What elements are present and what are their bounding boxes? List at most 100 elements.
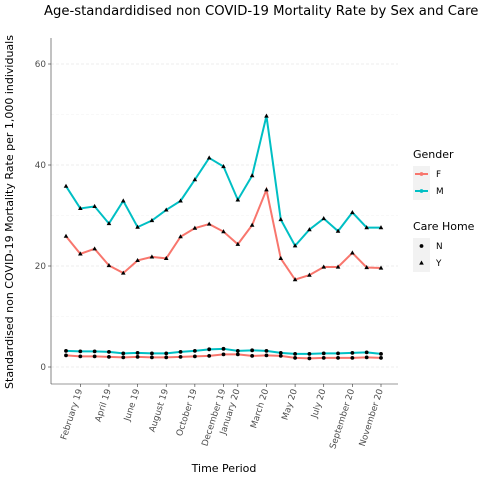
x-tick-label: September 20 — [328, 387, 357, 450]
legend: Gender FM Care Home NY — [413, 148, 475, 272]
data-point — [192, 225, 198, 230]
x-tick-label: October 19 — [175, 388, 200, 438]
data-point — [379, 351, 383, 356]
x-tick-label: April 19 — [94, 388, 114, 424]
data-point — [192, 348, 197, 353]
data-point — [264, 187, 269, 192]
data-point — [321, 356, 326, 360]
data-point — [163, 207, 169, 212]
data-point — [293, 356, 297, 360]
data-point — [350, 209, 355, 215]
data-point — [64, 348, 68, 353]
data-point — [221, 352, 226, 357]
data-point — [307, 351, 312, 356]
data-point — [107, 349, 111, 354]
data-point — [192, 177, 198, 182]
data-point — [307, 227, 312, 232]
legend-key-point — [419, 260, 424, 265]
series-F-N — [64, 352, 383, 361]
series-layer — [63, 113, 384, 361]
data-point — [78, 354, 83, 359]
data-point — [278, 255, 284, 261]
data-point — [278, 350, 283, 355]
data-point — [292, 243, 298, 248]
data-point — [293, 351, 297, 356]
data-point — [321, 216, 327, 221]
y-axis-label: Standardised non COVID-19 Mortality Rate… — [3, 35, 16, 389]
y-tick-label: 60 — [35, 60, 47, 70]
data-point — [292, 277, 298, 282]
data-point — [78, 349, 83, 354]
data-point — [106, 262, 112, 268]
data-point — [92, 246, 97, 251]
data-point — [178, 355, 183, 359]
x-tick-label: May 20 — [280, 387, 300, 421]
data-point — [235, 352, 240, 357]
data-point — [149, 254, 155, 259]
data-point — [64, 353, 68, 358]
data-point — [235, 197, 241, 202]
y-ticks: 0 20 40 60 — [35, 60, 51, 373]
data-point — [206, 221, 212, 226]
data-point — [321, 264, 327, 269]
x-tick-label: February 19 — [59, 388, 85, 441]
data-point — [249, 173, 255, 178]
data-point — [135, 350, 140, 355]
data-point — [121, 355, 126, 360]
data-point — [178, 198, 183, 203]
data-point — [249, 222, 255, 227]
data-point — [350, 250, 355, 255]
legend-key-point — [419, 172, 424, 176]
data-point — [350, 350, 355, 355]
data-point — [364, 265, 369, 270]
data-point — [63, 183, 69, 188]
data-point — [178, 234, 183, 239]
x-tick-label: November 20 — [358, 387, 386, 447]
data-point — [135, 224, 140, 229]
data-point — [264, 113, 269, 118]
data-point — [364, 355, 369, 360]
data-point — [378, 265, 384, 270]
data-point — [221, 229, 226, 234]
data-point — [120, 270, 126, 275]
data-point — [278, 353, 283, 358]
data-point — [63, 233, 69, 238]
data-point — [92, 203, 97, 209]
data-point — [307, 356, 312, 361]
axes — [50, 38, 398, 385]
series-M-N — [64, 346, 383, 356]
y-tick-label: 40 — [35, 161, 47, 171]
data-point — [92, 354, 97, 359]
data-point — [207, 353, 212, 358]
data-point — [78, 205, 83, 211]
data-point — [378, 225, 384, 230]
y-tick-label: 0 — [40, 363, 46, 373]
data-point — [321, 351, 326, 356]
data-point — [278, 217, 284, 222]
data-point — [163, 255, 169, 261]
data-point — [107, 355, 111, 359]
x-tick-label: July 20 — [310, 387, 329, 420]
legend-title-gender: Gender — [413, 148, 454, 161]
series-line — [65, 115, 381, 248]
data-point — [178, 349, 183, 354]
data-point — [92, 349, 97, 354]
x-ticks: February 19 April 19 June 19 August 19 Octob… — [59, 384, 386, 450]
data-point — [150, 351, 154, 356]
data-point — [164, 351, 169, 356]
legend-label: M — [436, 187, 444, 197]
chart-title: Age-standardidised non COVID-19 Mortalit… — [44, 4, 480, 19]
x-tick-label: March 20 — [249, 387, 271, 429]
series-F-Y — [63, 186, 384, 282]
legend-label: N — [436, 242, 443, 252]
data-point — [250, 353, 255, 358]
data-point — [335, 264, 341, 269]
data-point — [120, 198, 126, 203]
data-point — [335, 228, 341, 233]
legend-label: F — [436, 170, 441, 180]
legend-key-point — [419, 244, 424, 248]
data-point — [350, 356, 355, 360]
data-point — [78, 251, 83, 256]
data-point — [250, 348, 255, 353]
data-point — [307, 272, 312, 277]
